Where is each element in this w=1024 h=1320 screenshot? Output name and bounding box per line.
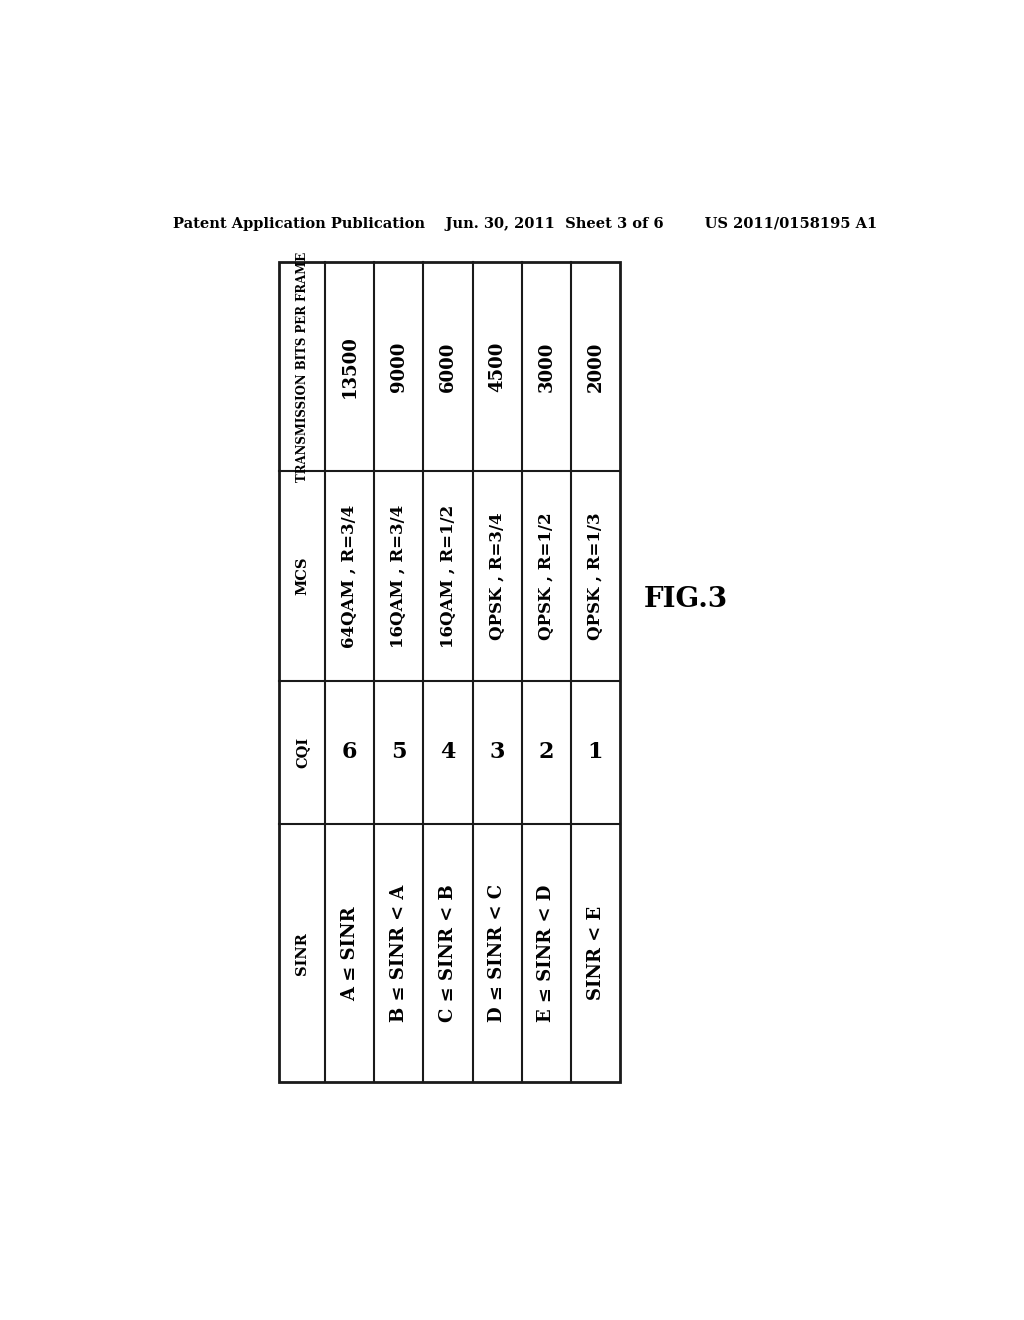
Text: 4: 4 <box>440 742 456 763</box>
Text: SINR: SINR <box>295 932 309 974</box>
Text: QPSK , R=1/2: QPSK , R=1/2 <box>538 512 555 640</box>
Bar <box>280 263 621 1082</box>
Text: CQI: CQI <box>295 737 309 768</box>
Text: 5: 5 <box>391 742 407 763</box>
Text: 6: 6 <box>342 742 357 763</box>
Text: MCS: MCS <box>295 557 309 595</box>
Text: QPSK , R=1/3: QPSK , R=1/3 <box>587 512 604 640</box>
Text: SINR < E: SINR < E <box>587 906 604 1001</box>
Text: A ≤ SINR: A ≤ SINR <box>341 906 358 1001</box>
Text: 4500: 4500 <box>488 342 506 392</box>
Text: 2000: 2000 <box>587 342 604 392</box>
Text: Patent Application Publication    Jun. 30, 2011  Sheet 3 of 6        US 2011/015: Patent Application Publication Jun. 30, … <box>173 216 877 231</box>
Text: 6000: 6000 <box>439 342 457 392</box>
Text: 64QAM , R=3/4: 64QAM , R=3/4 <box>341 504 358 648</box>
Text: 2: 2 <box>539 742 554 763</box>
Text: B ≤ SINR < A: B ≤ SINR < A <box>390 884 408 1022</box>
Text: TRANSMISSION BITS PER FRAME: TRANSMISSION BITS PER FRAME <box>296 252 308 482</box>
Text: 9000: 9000 <box>390 342 408 392</box>
Text: 3: 3 <box>489 742 505 763</box>
Text: 3000: 3000 <box>538 342 555 392</box>
Text: E ≤ SINR < D: E ≤ SINR < D <box>538 884 555 1022</box>
Text: FIG.3: FIG.3 <box>644 586 728 612</box>
Text: D ≤ SINR < C: D ≤ SINR < C <box>488 884 506 1022</box>
Text: QPSK , R=3/4: QPSK , R=3/4 <box>488 512 506 640</box>
Text: 16QAM , R=3/4: 16QAM , R=3/4 <box>390 504 408 648</box>
Text: 16QAM , R=1/2: 16QAM , R=1/2 <box>439 504 457 648</box>
Text: 13500: 13500 <box>341 335 358 399</box>
Text: C ≤ SINR < B: C ≤ SINR < B <box>439 884 457 1022</box>
Text: 1: 1 <box>588 742 603 763</box>
